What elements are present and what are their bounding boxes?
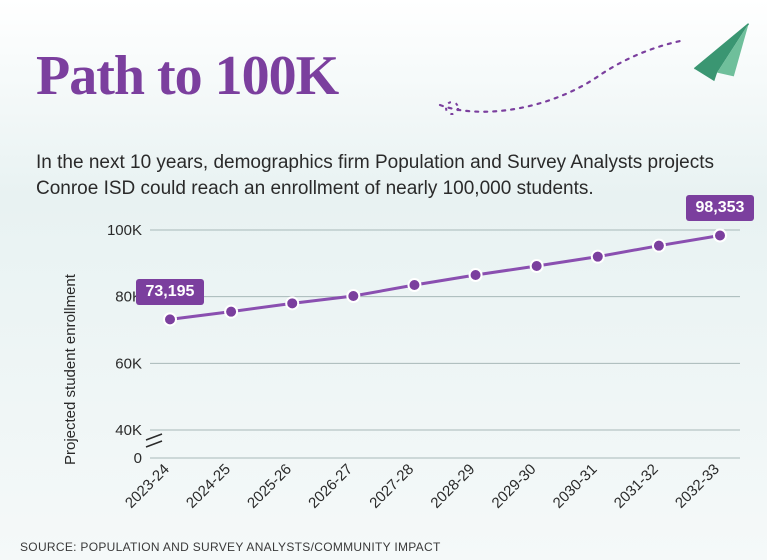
data-callout: 73,195 <box>136 279 205 305</box>
data-callout: 98,353 <box>686 195 755 221</box>
svg-text:2028-29: 2028-29 <box>427 461 478 512</box>
subtitle-text: In the next 10 years, demographics firm … <box>36 150 736 201</box>
plane-trail <box>440 40 685 112</box>
svg-text:2029-30: 2029-30 <box>489 461 540 512</box>
paper-plane <box>689 24 756 84</box>
paper-plane-icon <box>430 20 760 130</box>
source-text: SOURCE: POPULATION AND SURVEY ANALYSTS/C… <box>20 540 441 554</box>
enrollment-chart: Projected student enrollment 040K60K80K1… <box>60 215 750 515</box>
svg-text:2031-32: 2031-32 <box>611 461 662 512</box>
svg-text:2030-31: 2030-31 <box>550 461 601 512</box>
svg-text:100K: 100K <box>107 222 142 239</box>
svg-text:2026-27: 2026-27 <box>305 461 356 512</box>
svg-text:2025-26: 2025-26 <box>244 461 295 512</box>
svg-text:0: 0 <box>134 450 142 467</box>
svg-text:2032-33: 2032-33 <box>672 461 723 512</box>
y-axis-label: Projected student enrollment <box>62 274 79 465</box>
svg-text:2024-25: 2024-25 <box>183 461 234 512</box>
page-title: Path to 100K <box>36 44 338 108</box>
chart-svg: 040K60K80K100K2023-242024-252025-262026-… <box>60 215 750 515</box>
svg-text:2027-28: 2027-28 <box>366 461 417 512</box>
svg-text:60K: 60K <box>115 355 142 372</box>
svg-text:40K: 40K <box>115 422 142 439</box>
svg-text:2023-24: 2023-24 <box>122 461 173 512</box>
